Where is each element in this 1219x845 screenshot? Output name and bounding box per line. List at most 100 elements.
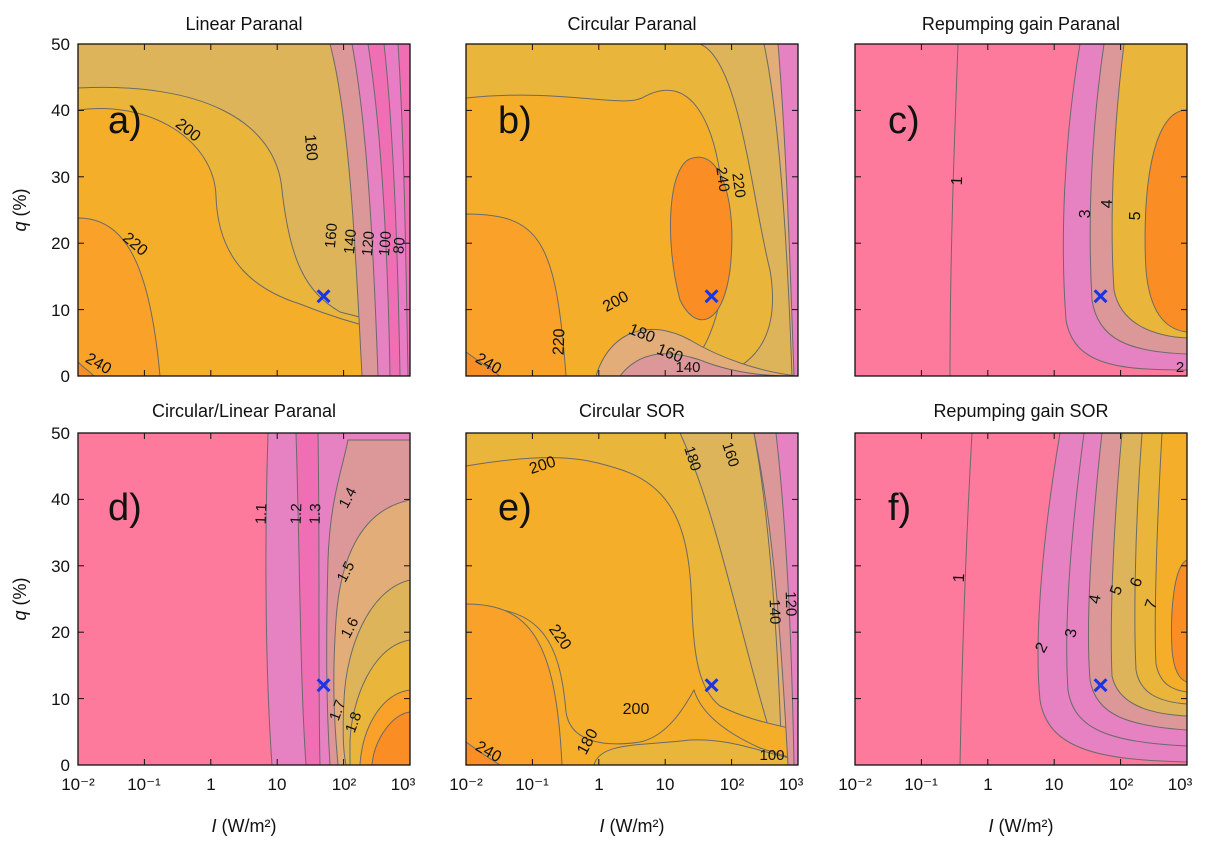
- panel-d-contour-label: 1.3: [307, 503, 325, 524]
- x-axis-label: I (W/m²): [600, 816, 665, 836]
- y-tick-label: 0: [61, 367, 70, 386]
- x-tick-label: 1: [983, 775, 992, 794]
- y-axis-bottom: 0 10 20 30 40 50 q (%): [10, 424, 70, 775]
- y-axis-top: 0 10 20 30 40 50 q (%): [10, 35, 70, 386]
- y-tick-label: 40: [51, 101, 70, 120]
- panel-c-tag: c): [888, 100, 920, 142]
- panel-e-contour-label: 180: [680, 444, 704, 473]
- x-tick-label: 10⁻²: [838, 775, 872, 794]
- y-tick-label: 50: [51, 424, 70, 443]
- panel-e-contour-label: 120: [782, 591, 800, 617]
- panel-b-tag: b): [498, 100, 532, 142]
- y-tick-label: 10: [51, 690, 70, 709]
- y-axis-label: q (%): [10, 188, 30, 231]
- panel-b-contour-label: 140: [675, 359, 700, 376]
- x-tick-label: 10²: [332, 775, 357, 794]
- panel-c-contours: [855, 44, 1187, 376]
- panel-e-contour-label: 160: [718, 440, 742, 469]
- x-axis-e: 10⁻² 10⁻¹ 1 10 10² 10³ I (W/m²): [449, 775, 803, 836]
- panel-b-contour-label: 240: [712, 166, 732, 193]
- x-tick-label: 10³: [391, 775, 416, 794]
- panel-e-contours: [466, 433, 798, 765]
- panel-a: Linear Paranal a) 200 180 220 160 140 12…: [77, 14, 411, 378]
- x-tick-label: 1: [594, 775, 603, 794]
- panel-b-contours: [466, 44, 798, 376]
- panel-a-contours: [78, 44, 410, 376]
- panel-e: Circular SOR e) 200 180 160 140 120 220 …: [465, 401, 800, 766]
- panel-c-contour-label: 2: [1176, 359, 1184, 376]
- panel-c-contour-label: 1: [949, 176, 966, 186]
- operating-point-marker: ×: [315, 669, 331, 700]
- panel-a-title: Linear Paranal: [185, 14, 302, 34]
- panel-a-contour-label: 120: [359, 230, 378, 256]
- panel-b-contour-label: 220: [728, 172, 748, 199]
- panel-d-title: Circular/Linear Paranal: [152, 401, 336, 421]
- panel-f-contour-label: 4: [1086, 593, 1104, 605]
- y-tick-label: 0: [61, 756, 70, 775]
- panel-c-contour-label: 4: [1099, 199, 1116, 209]
- operating-point-marker: ×: [1092, 669, 1108, 700]
- panel-a-tag: a): [108, 100, 142, 142]
- operating-point-marker: ×: [1092, 280, 1108, 311]
- x-axis-f: 10⁻² 10⁻¹ 1 10 10² 10³ I (W/m²): [838, 775, 1192, 836]
- panel-d-contour-label: 1.2: [288, 503, 306, 524]
- x-tick-label: 10³: [1168, 775, 1193, 794]
- x-axis-d: 10⁻² 10⁻¹ 1 10 10² 10³ I (W/m²): [61, 775, 415, 836]
- panel-c-contour-label: 3: [1077, 209, 1094, 219]
- x-tick-label: 10⁻¹: [904, 775, 938, 794]
- y-axis-label: q (%): [10, 577, 30, 620]
- x-tick-label: 10²: [1109, 775, 1134, 794]
- panel-d-contours: [78, 433, 410, 765]
- panel-a-contour-label: 100: [376, 230, 395, 256]
- panel-b-title: Circular Paranal: [567, 14, 696, 34]
- x-tick-label: 10: [1045, 775, 1064, 794]
- operating-point-marker: ×: [703, 280, 719, 311]
- panel-a-contour-label: 80: [390, 237, 408, 255]
- y-tick-label: 20: [51, 234, 70, 253]
- x-tick-label: 10⁻¹: [127, 775, 161, 794]
- panel-a-contour-label: 180: [301, 134, 320, 162]
- panel-e-contour-label: 140: [766, 599, 784, 625]
- y-tick-label: 20: [51, 623, 70, 642]
- y-tick-label: 40: [51, 490, 70, 509]
- panel-e-tag: e): [498, 487, 532, 529]
- panel-e-contour-label: 100: [759, 747, 784, 764]
- panel-c: Repumping gain Paranal c) 1 3 4 5 2: [854, 14, 1188, 377]
- panel-f-title: Repumping gain SOR: [933, 401, 1108, 421]
- panel-f-contours: [855, 433, 1187, 765]
- tick-marks: [77, 43, 1188, 766]
- x-tick-label: 10⁻²: [449, 775, 483, 794]
- panel-c-title: Repumping gain Paranal: [922, 14, 1120, 34]
- operating-point-marker: ×: [315, 280, 331, 311]
- y-tick-label: 50: [51, 35, 70, 54]
- panel-d-tag: d): [108, 487, 142, 529]
- panel-e-title: Circular SOR: [579, 401, 685, 421]
- y-tick-label: 30: [51, 557, 70, 576]
- panel-d-contour-label: 1.8: [342, 710, 365, 735]
- x-tick-label: 10⁻¹: [515, 775, 549, 794]
- panel-a-contour-label: 160: [322, 222, 341, 248]
- x-axis-label: I (W/m²): [212, 816, 277, 836]
- panel-b-contour-label: 220: [551, 328, 569, 355]
- operating-point-marker: ×: [703, 669, 719, 700]
- operating-point-markers: × × × × × ×: [315, 280, 1108, 700]
- panel-c-contour-label: 5: [1127, 211, 1144, 221]
- panel-f-contour-label: 1: [951, 573, 968, 583]
- x-tick-label: 1: [206, 775, 215, 794]
- x-tick-label: 10: [268, 775, 287, 794]
- x-axis-label: I (W/m²): [989, 816, 1054, 836]
- x-tick-label: 10²: [720, 775, 745, 794]
- y-tick-label: 30: [51, 168, 70, 187]
- panel-d-contour-label: 1.7: [326, 698, 349, 723]
- panel-a-contour-label: 140: [341, 228, 360, 254]
- x-tick-label: 10⁻²: [61, 775, 95, 794]
- panel-f-tag: f): [888, 487, 911, 529]
- panel-f-contour-label: 3: [1062, 627, 1080, 639]
- panel-d: Circular/Linear Paranal d) 1.1 1.2 1.3 1…: [77, 401, 411, 766]
- panel-d-contour-label: 1.1: [253, 503, 271, 524]
- panel-f: Repumping gain SOR f) 1 2 3 4 5 6 7: [854, 401, 1188, 766]
- panel-b: Circular Paranal b) 240 220 200 220 180 …: [465, 14, 799, 378]
- x-tick-label: 10: [656, 775, 675, 794]
- y-tick-label: 10: [51, 301, 70, 320]
